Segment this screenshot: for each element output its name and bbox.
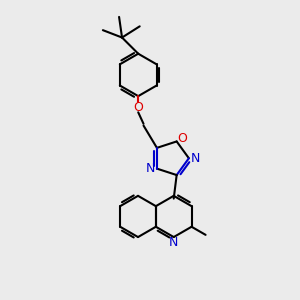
Text: N: N	[146, 162, 155, 175]
Text: N: N	[169, 236, 178, 249]
Text: O: O	[177, 132, 187, 145]
Text: N: N	[191, 152, 200, 165]
Text: O: O	[133, 101, 143, 114]
